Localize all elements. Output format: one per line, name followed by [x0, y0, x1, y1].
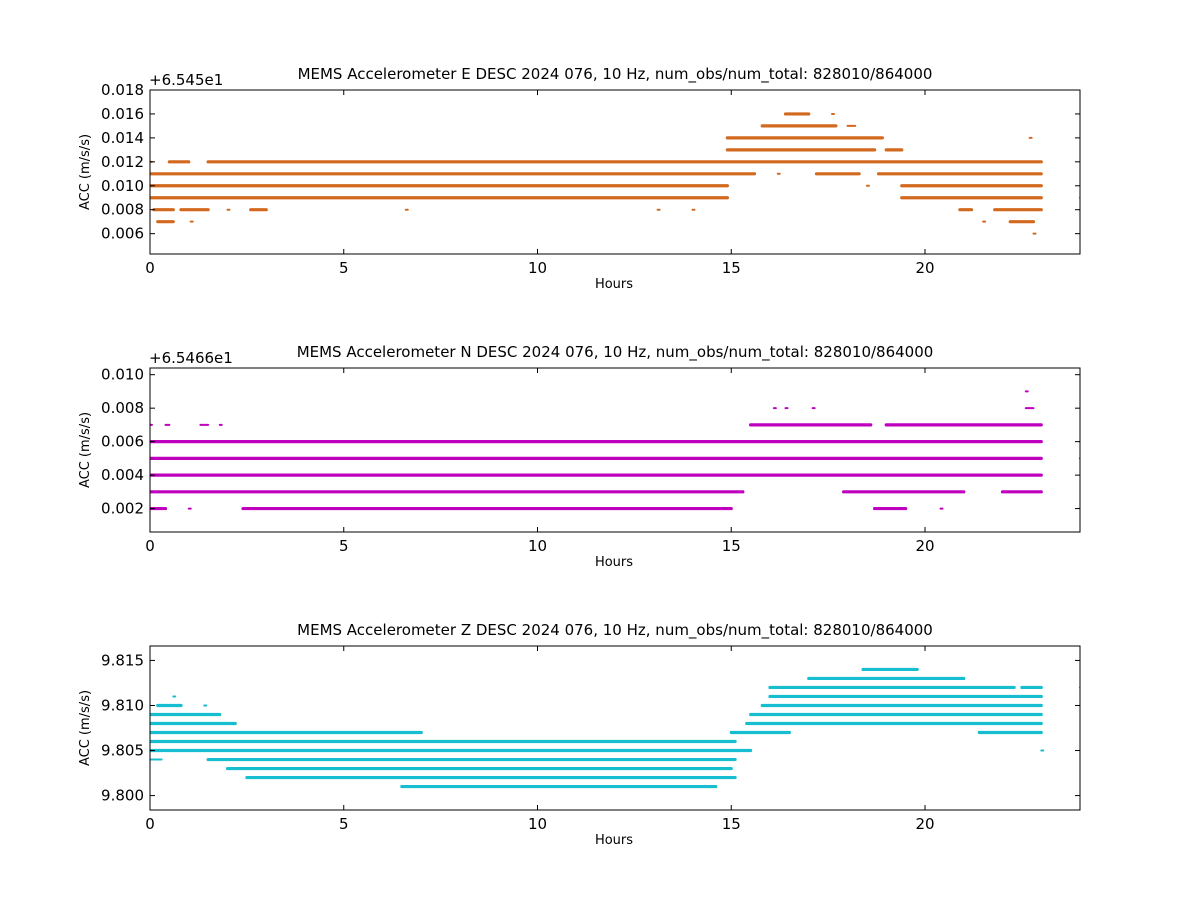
x-tick-label-z-1: 5	[339, 815, 349, 833]
x-tick-label-n-4: 20	[915, 537, 934, 555]
y-tick-label-e-6: 0.018	[101, 81, 144, 99]
x-tick-label-e-4: 20	[915, 259, 934, 277]
chart-title-n: MEMS Accelerometer N DESC 2024 076, 10 H…	[297, 343, 934, 362]
y-tick-label-n-0: 0.002	[101, 500, 144, 518]
x-tick-label-z-4: 20	[915, 815, 934, 833]
x-tick-label-n-3: 15	[722, 537, 741, 555]
plot-frame-e	[149, 89, 1081, 255]
x-axis-label-e: Hours	[595, 277, 633, 292]
y-offset-label-e: +6.545e1	[149, 71, 223, 89]
y-tick-label-n-2: 0.006	[101, 433, 144, 451]
data-layer-n	[150, 390, 1080, 511]
chart-title-z: MEMS Accelerometer Z DESC 2024 076, 10 H…	[297, 621, 933, 640]
plot-frame-z	[149, 645, 1081, 811]
data-layer-z	[150, 667, 1080, 789]
panel-z: MEMS Accelerometer Z DESC 2024 076, 10 H…	[78, 621, 1081, 848]
y-tick-label-e-3: 0.012	[101, 153, 144, 171]
y-axis-label-n: ACC (m/s/s)	[78, 412, 93, 488]
x-tick-label-n-0: 0	[145, 537, 155, 555]
y-tick-label-z-1: 9.805	[101, 742, 144, 760]
y-tick-label-z-3: 9.815	[101, 651, 144, 669]
y-axis-label-e: ACC (m/s/s)	[78, 134, 93, 210]
y-tick-label-e-2: 0.010	[101, 177, 144, 195]
y-tick-label-z-2: 9.810	[101, 696, 144, 714]
y-offset-label-n: +6.5466e1	[149, 349, 233, 367]
x-tick-label-z-2: 10	[528, 815, 547, 833]
x-tick-label-n-2: 10	[528, 537, 547, 555]
x-axis-label-z: Hours	[595, 833, 633, 848]
x-tick-label-e-0: 0	[145, 259, 155, 277]
chart-title-e: MEMS Accelerometer E DESC 2024 076, 10 H…	[298, 65, 933, 84]
x-tick-label-e-1: 5	[339, 259, 349, 277]
data-layer-e	[150, 112, 1080, 235]
y-tick-label-n-1: 0.004	[101, 466, 144, 484]
y-axis-label-z: ACC (m/s/s)	[78, 690, 93, 766]
y-tick-label-e-5: 0.016	[101, 105, 144, 123]
y-tick-label-e-0: 0.006	[101, 225, 144, 243]
x-tick-label-z-3: 15	[722, 815, 741, 833]
y-tick-label-z-0: 9.800	[101, 787, 144, 805]
y-tick-label-e-1: 0.008	[101, 201, 144, 219]
y-tick-label-n-3: 0.008	[101, 399, 144, 417]
panel-e: MEMS Accelerometer E DESC 2024 076, 10 H…	[78, 65, 1081, 292]
y-tick-label-n-4: 0.010	[101, 366, 144, 384]
x-tick-label-e-3: 15	[722, 259, 741, 277]
y-tick-label-e-4: 0.014	[101, 129, 144, 147]
panel-n: MEMS Accelerometer N DESC 2024 076, 10 H…	[78, 343, 1081, 570]
x-tick-label-z-0: 0	[145, 815, 155, 833]
x-tick-label-e-2: 10	[528, 259, 547, 277]
x-axis-label-n: Hours	[595, 555, 633, 570]
x-tick-label-n-1: 5	[339, 537, 349, 555]
plot-frame-n	[149, 367, 1081, 533]
